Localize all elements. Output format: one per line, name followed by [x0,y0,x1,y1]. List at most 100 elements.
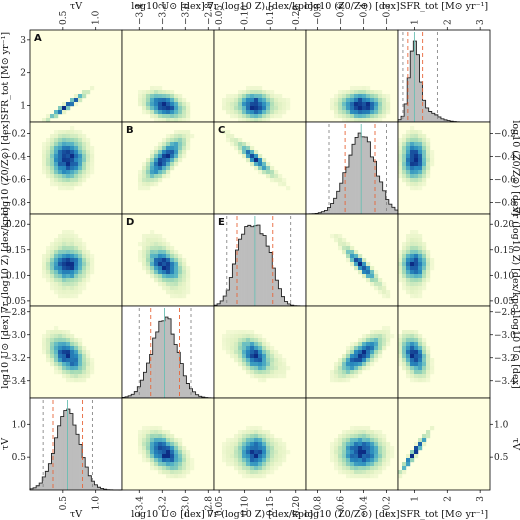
density-cell [418,162,423,167]
hist-bar [379,181,383,214]
density-cell [282,178,287,183]
density-cell [82,266,87,271]
density-cell [142,110,147,115]
density-cell [422,354,427,359]
density-cell [254,374,259,379]
density-cell [238,94,243,99]
density-cell [398,170,403,175]
density-cell [338,466,343,471]
density-cell [230,462,235,467]
density-cell [62,166,67,171]
density-cell [174,454,179,459]
density-cell [358,462,363,467]
density-cell [362,466,367,471]
density-cell [378,442,383,447]
density-bg [30,30,122,122]
hist-bar [217,303,221,306]
density-cell [398,262,403,267]
density-cell [250,350,255,355]
density-cell [58,334,63,339]
hist-bars [306,133,399,214]
density-cell [278,178,283,183]
hist-bar [410,51,414,123]
density-cell [254,466,259,471]
density-cell [414,338,419,343]
density-cell [66,378,71,383]
density-cell [150,106,155,111]
density-cells [398,230,435,299]
density-cell [282,182,287,187]
density-cell [70,158,75,163]
density-cell [418,182,423,187]
density-cell [378,102,383,107]
density-cell [66,178,71,183]
density-cell [358,474,363,479]
density-bg [398,398,490,490]
density-cell [430,154,435,159]
density-cell [382,462,387,467]
density-cell [250,426,255,431]
density-cell [142,434,147,439]
density-cell [70,374,75,379]
density-cell [410,246,415,251]
left-tick-label: −0.4 [4,153,26,163]
density-cell [174,262,179,267]
density-cell [42,118,47,123]
density-cell [138,170,143,175]
density-cell [362,102,367,107]
density-cell [410,130,415,135]
density-cell [386,450,391,455]
density-cell [54,250,59,255]
density-cell [150,162,155,167]
density-cell [178,266,183,271]
density-cell [406,266,411,271]
density-cell [154,434,159,439]
density-cell [86,350,91,355]
density-cell [254,98,259,103]
density-cell [158,158,163,163]
density-cell [262,94,267,99]
density-cell [378,330,383,335]
bottom-tick-label: −3.2 [158,496,168,518]
density-cell [138,186,143,191]
density-cell [86,146,91,151]
density-cell [58,270,63,275]
density-cell [166,278,171,283]
density-cell [246,154,251,159]
density-cell [274,450,279,455]
panel-4-3 [305,397,399,491]
density-cell [66,242,71,247]
density-cell [70,286,75,291]
density-cell [182,282,187,287]
density-cell [270,178,275,183]
density-cell [238,358,243,363]
density-cell [166,290,171,295]
density-cell [378,450,383,455]
density-cell [74,362,79,367]
density-cell [390,454,395,459]
density-cell [414,182,419,187]
density-cell [78,238,83,243]
density-cell [402,470,407,475]
density-cell [174,294,179,299]
density-cell [270,98,275,103]
density-cell [78,174,83,179]
density-cell [170,94,175,99]
density-cell [186,114,191,119]
density-cell [374,466,379,471]
density-cell [142,234,147,239]
density-cell [258,446,263,451]
density-cell [242,430,247,435]
density-cell [238,454,243,459]
density-cell [42,162,47,167]
panel-label: D [126,217,134,228]
density-cell [286,106,291,111]
hist-bar [333,198,337,214]
density-cell [246,114,251,119]
density-cell [406,454,411,459]
density-cell [266,462,271,467]
density-cell [370,466,375,471]
density-cell [154,238,159,243]
hist-bar [394,210,399,214]
density-cell [398,350,403,355]
